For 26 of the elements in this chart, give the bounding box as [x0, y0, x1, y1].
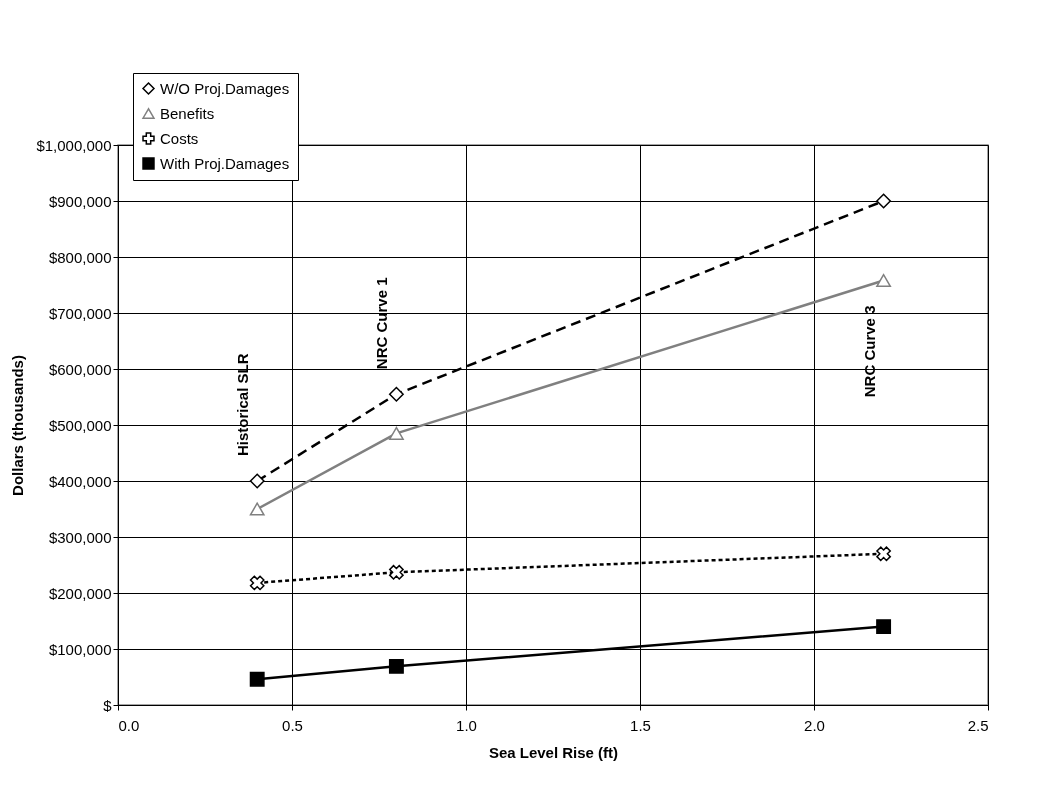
y-tick-label: $800,000 [48, 248, 112, 266]
legend-label: Costs [160, 129, 199, 147]
y-tick-label: $300,000 [48, 528, 112, 546]
x-tick-label: 0.0 [118, 716, 140, 734]
x-axis-title: Sea Level Rise (ft) [488, 743, 619, 761]
legend-label: Benefits [160, 104, 215, 122]
legend-label: With Proj.Damages [160, 154, 290, 172]
x-tick-label: 1.5 [630, 716, 651, 734]
legend-label: W/O Proj.Damages [160, 79, 290, 97]
y-tick-label: $400,000 [48, 472, 112, 490]
annotation: NRC Curve 3 [860, 305, 878, 398]
y-tick-label: $1,000,000 [36, 136, 112, 154]
annotation: Historical SLR [234, 353, 252, 456]
y-tick-label: $100,000 [48, 640, 112, 658]
y-tick-label: $900,000 [48, 192, 112, 210]
x-tick-label: 1.0 [456, 716, 477, 734]
x-tick-label: 0.5 [282, 716, 303, 734]
y-tick-label: $200,000 [48, 584, 112, 602]
x-tick-label: 2.0 [804, 716, 825, 734]
x-tick-label: 2.5 [967, 716, 989, 734]
y-tick-label: $500,000 [48, 416, 112, 434]
y-tick-label: $ [103, 696, 113, 714]
y-axis-title: Dollars (thousands) [9, 355, 27, 496]
annotation: NRC Curve 1 [373, 277, 391, 370]
y-tick-label: $600,000 [48, 360, 112, 378]
y-tick-label: $700,000 [48, 304, 112, 322]
